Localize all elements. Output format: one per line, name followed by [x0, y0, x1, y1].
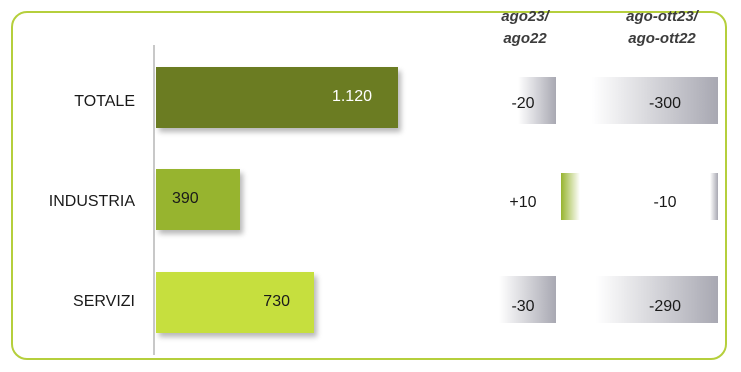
- column-header-ago23-ago22-line2: ago22: [503, 30, 547, 47]
- column-header-agoott23-agoott22: ago-ott23/ ago-ott22: [597, 6, 727, 50]
- delta-bar-agoott23-industria: [710, 173, 718, 220]
- column-header-agoott23-agoott22-line1: ago-ott23/: [626, 8, 698, 25]
- column-header-ago23-ago22: ago23/ ago22: [460, 6, 590, 50]
- bar-industria: 390: [156, 169, 240, 230]
- column-header-ago23-ago22-line1: ago23/: [501, 8, 549, 25]
- delta-bar-ago23-servizi: [499, 276, 556, 323]
- delta-value-ago23-servizi: -30: [511, 298, 535, 315]
- delta-bar-ago23-industria: [561, 173, 580, 220]
- category-label-totale: TOTALE: [74, 93, 135, 110]
- column-header-agoott23-agoott22-line2: ago-ott22: [628, 30, 696, 47]
- delta-value-agoott23-servizi: -290: [648, 298, 682, 315]
- delta-value-ago23-industria: +10: [509, 194, 537, 211]
- bar-value-label-servizi: 730: [263, 293, 290, 310]
- delta-value-agoott23-totale: -300: [648, 95, 682, 112]
- delta-value-agoott23-industria: -10: [653, 194, 677, 211]
- category-label-industria: INDUSTRIA: [48, 193, 135, 210]
- bar-totale: 1.120: [156, 67, 398, 128]
- delta-value-ago23-totale: -20: [511, 95, 535, 112]
- category-axis: [153, 45, 155, 355]
- category-label-servizi: SERVIZI: [73, 293, 135, 310]
- delta-bar-agoott23-servizi: [596, 276, 718, 323]
- delta-bar-ago23-totale: [518, 77, 556, 124]
- delta-bar-agoott23-totale: [592, 77, 718, 124]
- bar-value-label-totale: 1.120: [331, 88, 372, 105]
- bar-servizi: 730: [156, 272, 314, 333]
- bar-value-label-industria: 390: [172, 190, 199, 207]
